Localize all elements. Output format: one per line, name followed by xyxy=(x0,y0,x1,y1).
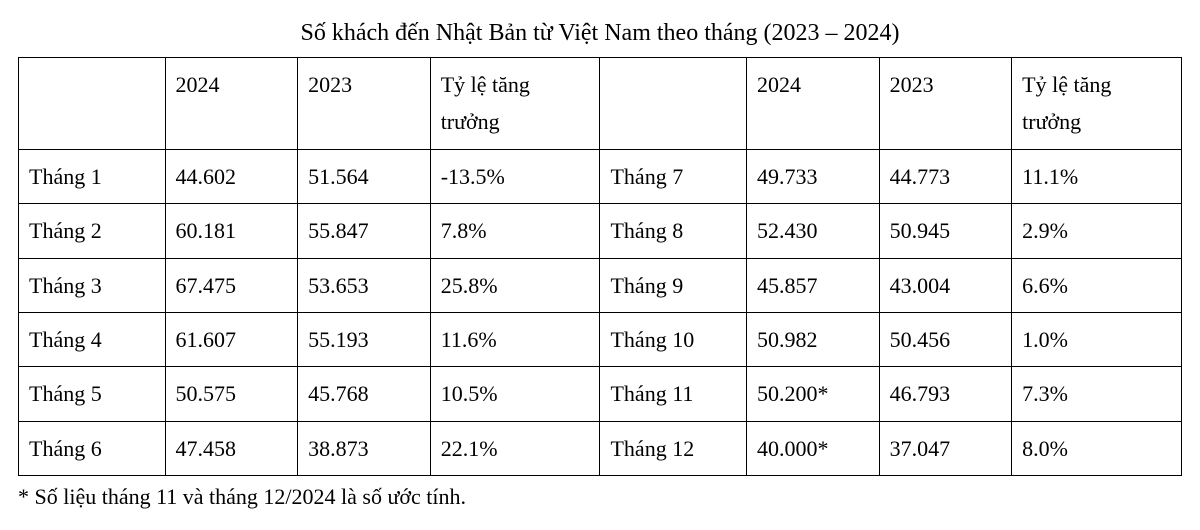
value-2024-left: 67.475 xyxy=(165,258,298,312)
value-2023-left: 38.873 xyxy=(298,421,431,475)
header-2024-left: 2024 xyxy=(165,58,298,150)
header-2023-right: 2023 xyxy=(879,58,1012,150)
month-right: Tháng 10 xyxy=(600,312,747,366)
growth-right: 2.9% xyxy=(1012,204,1182,258)
value-2023-right: 43.004 xyxy=(879,258,1012,312)
value-2024-left: 44.602 xyxy=(165,149,298,203)
value-2023-left: 51.564 xyxy=(298,149,431,203)
table-row: Tháng 367.47553.65325.8%Tháng 945.85743.… xyxy=(19,258,1182,312)
growth-left: 22.1% xyxy=(430,421,600,475)
month-left: Tháng 3 xyxy=(19,258,166,312)
value-2023-right: 44.773 xyxy=(879,149,1012,203)
table-row: Tháng 461.60755.19311.6%Tháng 1050.98250… xyxy=(19,312,1182,366)
value-2024-right: 50.200* xyxy=(747,367,880,421)
month-right: Tháng 7 xyxy=(600,149,747,203)
table-row: Tháng 260.18155.8477.8%Tháng 852.43050.9… xyxy=(19,204,1182,258)
table-body: Tháng 144.60251.564-13.5%Tháng 749.73344… xyxy=(19,149,1182,475)
footnote: * Số liệu tháng 11 và tháng 12/2024 là s… xyxy=(18,484,1182,510)
value-2023-right: 50.456 xyxy=(879,312,1012,366)
growth-left: 10.5% xyxy=(430,367,600,421)
value-2024-right: 52.430 xyxy=(747,204,880,258)
table-title: Số khách đến Nhật Bản từ Việt Nam theo t… xyxy=(18,20,1182,47)
month-right: Tháng 11 xyxy=(600,367,747,421)
month-right: Tháng 12 xyxy=(600,421,747,475)
value-2023-left: 53.653 xyxy=(298,258,431,312)
growth-left: 11.6% xyxy=(430,312,600,366)
header-blank-left xyxy=(19,58,166,150)
growth-right: 1.0% xyxy=(1012,312,1182,366)
value-2023-right: 37.047 xyxy=(879,421,1012,475)
header-2023-left: 2023 xyxy=(298,58,431,150)
growth-right: 6.6% xyxy=(1012,258,1182,312)
table-row: Tháng 144.60251.564-13.5%Tháng 749.73344… xyxy=(19,149,1182,203)
value-2024-left: 47.458 xyxy=(165,421,298,475)
value-2023-left: 55.193 xyxy=(298,312,431,366)
value-2024-right: 49.733 xyxy=(747,149,880,203)
header-growth-left: Tỷ lệ tăng trưởng xyxy=(430,58,600,150)
month-right: Tháng 9 xyxy=(600,258,747,312)
month-left: Tháng 1 xyxy=(19,149,166,203)
value-2024-left: 61.607 xyxy=(165,312,298,366)
value-2024-left: 60.181 xyxy=(165,204,298,258)
table-row: Tháng 550.57545.76810.5%Tháng 1150.200*4… xyxy=(19,367,1182,421)
growth-right: 7.3% xyxy=(1012,367,1182,421)
header-row: 2024 2023 Tỷ lệ tăng trưởng 2024 2023 Tỷ… xyxy=(19,58,1182,150)
value-2023-right: 50.945 xyxy=(879,204,1012,258)
data-table: 2024 2023 Tỷ lệ tăng trưởng 2024 2023 Tỷ… xyxy=(18,57,1182,476)
growth-left: 7.8% xyxy=(430,204,600,258)
value-2024-right: 45.857 xyxy=(747,258,880,312)
value-2023-right: 46.793 xyxy=(879,367,1012,421)
header-blank-right xyxy=(600,58,747,150)
value-2023-left: 45.768 xyxy=(298,367,431,421)
month-right: Tháng 8 xyxy=(600,204,747,258)
value-2024-right: 50.982 xyxy=(747,312,880,366)
month-left: Tháng 4 xyxy=(19,312,166,366)
month-left: Tháng 6 xyxy=(19,421,166,475)
growth-right: 11.1% xyxy=(1012,149,1182,203)
month-left: Tháng 5 xyxy=(19,367,166,421)
table-row: Tháng 647.45838.87322.1%Tháng 1240.000*3… xyxy=(19,421,1182,475)
growth-left: -13.5% xyxy=(430,149,600,203)
header-growth-right: Tỷ lệ tăng trưởng xyxy=(1012,58,1182,150)
growth-left: 25.8% xyxy=(430,258,600,312)
header-2024-right: 2024 xyxy=(747,58,880,150)
value-2024-left: 50.575 xyxy=(165,367,298,421)
value-2024-right: 40.000* xyxy=(747,421,880,475)
month-left: Tháng 2 xyxy=(19,204,166,258)
value-2023-left: 55.847 xyxy=(298,204,431,258)
growth-right: 8.0% xyxy=(1012,421,1182,475)
